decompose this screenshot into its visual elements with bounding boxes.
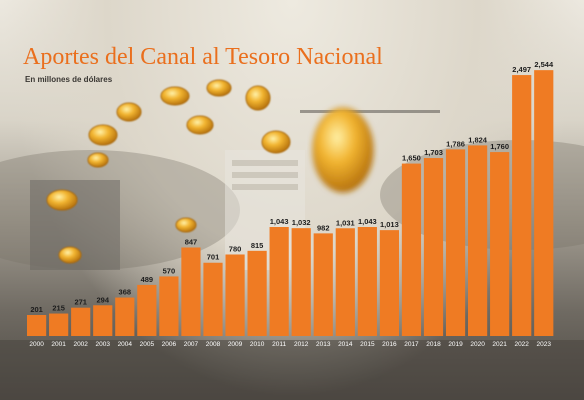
value-label-2003: 294 — [96, 295, 109, 304]
year-label-2002: 2002 — [73, 341, 88, 348]
coin-icon — [46, 189, 78, 211]
value-label-2000: 201 — [30, 305, 43, 314]
year-label-2006: 2006 — [162, 341, 177, 348]
year-label-2014: 2014 — [338, 341, 353, 348]
bar-2017 — [401, 163, 422, 336]
bar-2023 — [534, 70, 554, 336]
bar-2007 — [181, 247, 201, 336]
bar-2000 — [27, 314, 47, 336]
chart-subtitle: En millones de dólares — [25, 75, 113, 84]
chart-title: Aportes del Canal al Tesoro Nacional — [23, 44, 383, 70]
coin-icon — [58, 246, 82, 264]
value-label-2023: 2,544 — [534, 60, 554, 69]
year-label-2003: 2003 — [96, 341, 111, 348]
bar-2013 — [313, 233, 333, 336]
bar-2004 — [115, 297, 135, 336]
value-label-2011: 1,043 — [270, 217, 289, 226]
bar-2018 — [423, 158, 444, 336]
bar-2003 — [93, 305, 113, 336]
bar-2012 — [291, 228, 311, 336]
value-label-2005: 489 — [141, 275, 154, 284]
bar-2011 — [269, 227, 289, 336]
coin-icon — [312, 107, 374, 193]
coin-icon — [261, 130, 291, 154]
value-label-2014: 1,031 — [336, 218, 355, 227]
coin-icon — [206, 79, 232, 97]
year-label-2019: 2019 — [448, 341, 463, 348]
value-label-2008: 701 — [207, 253, 220, 262]
year-label-2022: 2022 — [514, 341, 529, 348]
value-label-2004: 368 — [119, 288, 132, 297]
value-label-2013: 982 — [317, 223, 330, 232]
year-label-2000: 2000 — [29, 341, 44, 348]
year-label-2001: 2001 — [51, 341, 66, 348]
bar-2001 — [49, 313, 69, 336]
coin-icon — [186, 115, 214, 135]
coin-icon — [160, 86, 190, 106]
value-label-2021: 1,760 — [490, 142, 509, 151]
year-label-2005: 2005 — [140, 341, 155, 348]
year-label-2016: 2016 — [382, 341, 397, 348]
bar-2015 — [357, 227, 377, 336]
bar-2010 — [247, 250, 267, 336]
value-label-2017: 1,650 — [402, 154, 421, 163]
year-label-2017: 2017 — [404, 341, 419, 348]
bar-2019 — [445, 149, 466, 336]
coin-icon — [175, 217, 197, 233]
value-label-2018: 1,703 — [424, 148, 443, 157]
year-label-2015: 2015 — [360, 341, 375, 348]
bar-2006 — [159, 276, 179, 336]
year-label-2023: 2023 — [537, 341, 552, 348]
bar-2016 — [379, 230, 399, 336]
value-label-2006: 570 — [163, 266, 176, 275]
coin-decorations — [46, 79, 374, 264]
year-labels-group: 2000 2001 2002 2003 2004 2005 2006 2007 2008 2009… — [29, 341, 551, 348]
year-label-2012: 2012 — [294, 341, 309, 348]
value-label-2016: 1,013 — [380, 220, 399, 229]
year-label-2013: 2013 — [316, 341, 331, 348]
value-label-2020: 1,824 — [468, 135, 488, 144]
year-label-2020: 2020 — [470, 341, 485, 348]
year-label-2009: 2009 — [228, 341, 243, 348]
value-label-2001: 215 — [52, 304, 65, 313]
value-label-2009: 780 — [229, 244, 242, 253]
year-label-2018: 2018 — [426, 341, 441, 348]
bar-2021 — [490, 152, 510, 336]
value-label-2007: 847 — [185, 237, 198, 246]
coin-icon — [116, 102, 142, 122]
year-label-2011: 2011 — [272, 341, 286, 348]
bar-2009 — [225, 254, 245, 336]
value-label-2022: 2,497 — [512, 65, 531, 74]
value-label-2002: 271 — [74, 298, 87, 307]
bar-2002 — [71, 307, 91, 336]
value-label-2012: 1,032 — [292, 218, 311, 227]
coin-icon — [88, 124, 118, 146]
bar-2020 — [468, 145, 488, 336]
year-label-2008: 2008 — [206, 341, 221, 348]
bar-2008 — [203, 262, 223, 336]
coin-icon — [87, 152, 109, 168]
year-label-2007: 2007 — [184, 341, 199, 348]
year-label-2004: 2004 — [118, 341, 133, 348]
year-label-2010: 2010 — [250, 341, 265, 348]
value-label-2010: 815 — [251, 241, 264, 250]
year-label-2021: 2021 — [492, 341, 507, 348]
bars-group — [27, 70, 554, 336]
bar-2014 — [335, 228, 355, 336]
value-label-2019: 1,786 — [446, 139, 465, 148]
coin-icon — [245, 85, 271, 111]
bar-2005 — [137, 284, 157, 336]
bar-2022 — [512, 75, 532, 336]
value-label-2015: 1,043 — [358, 217, 377, 226]
